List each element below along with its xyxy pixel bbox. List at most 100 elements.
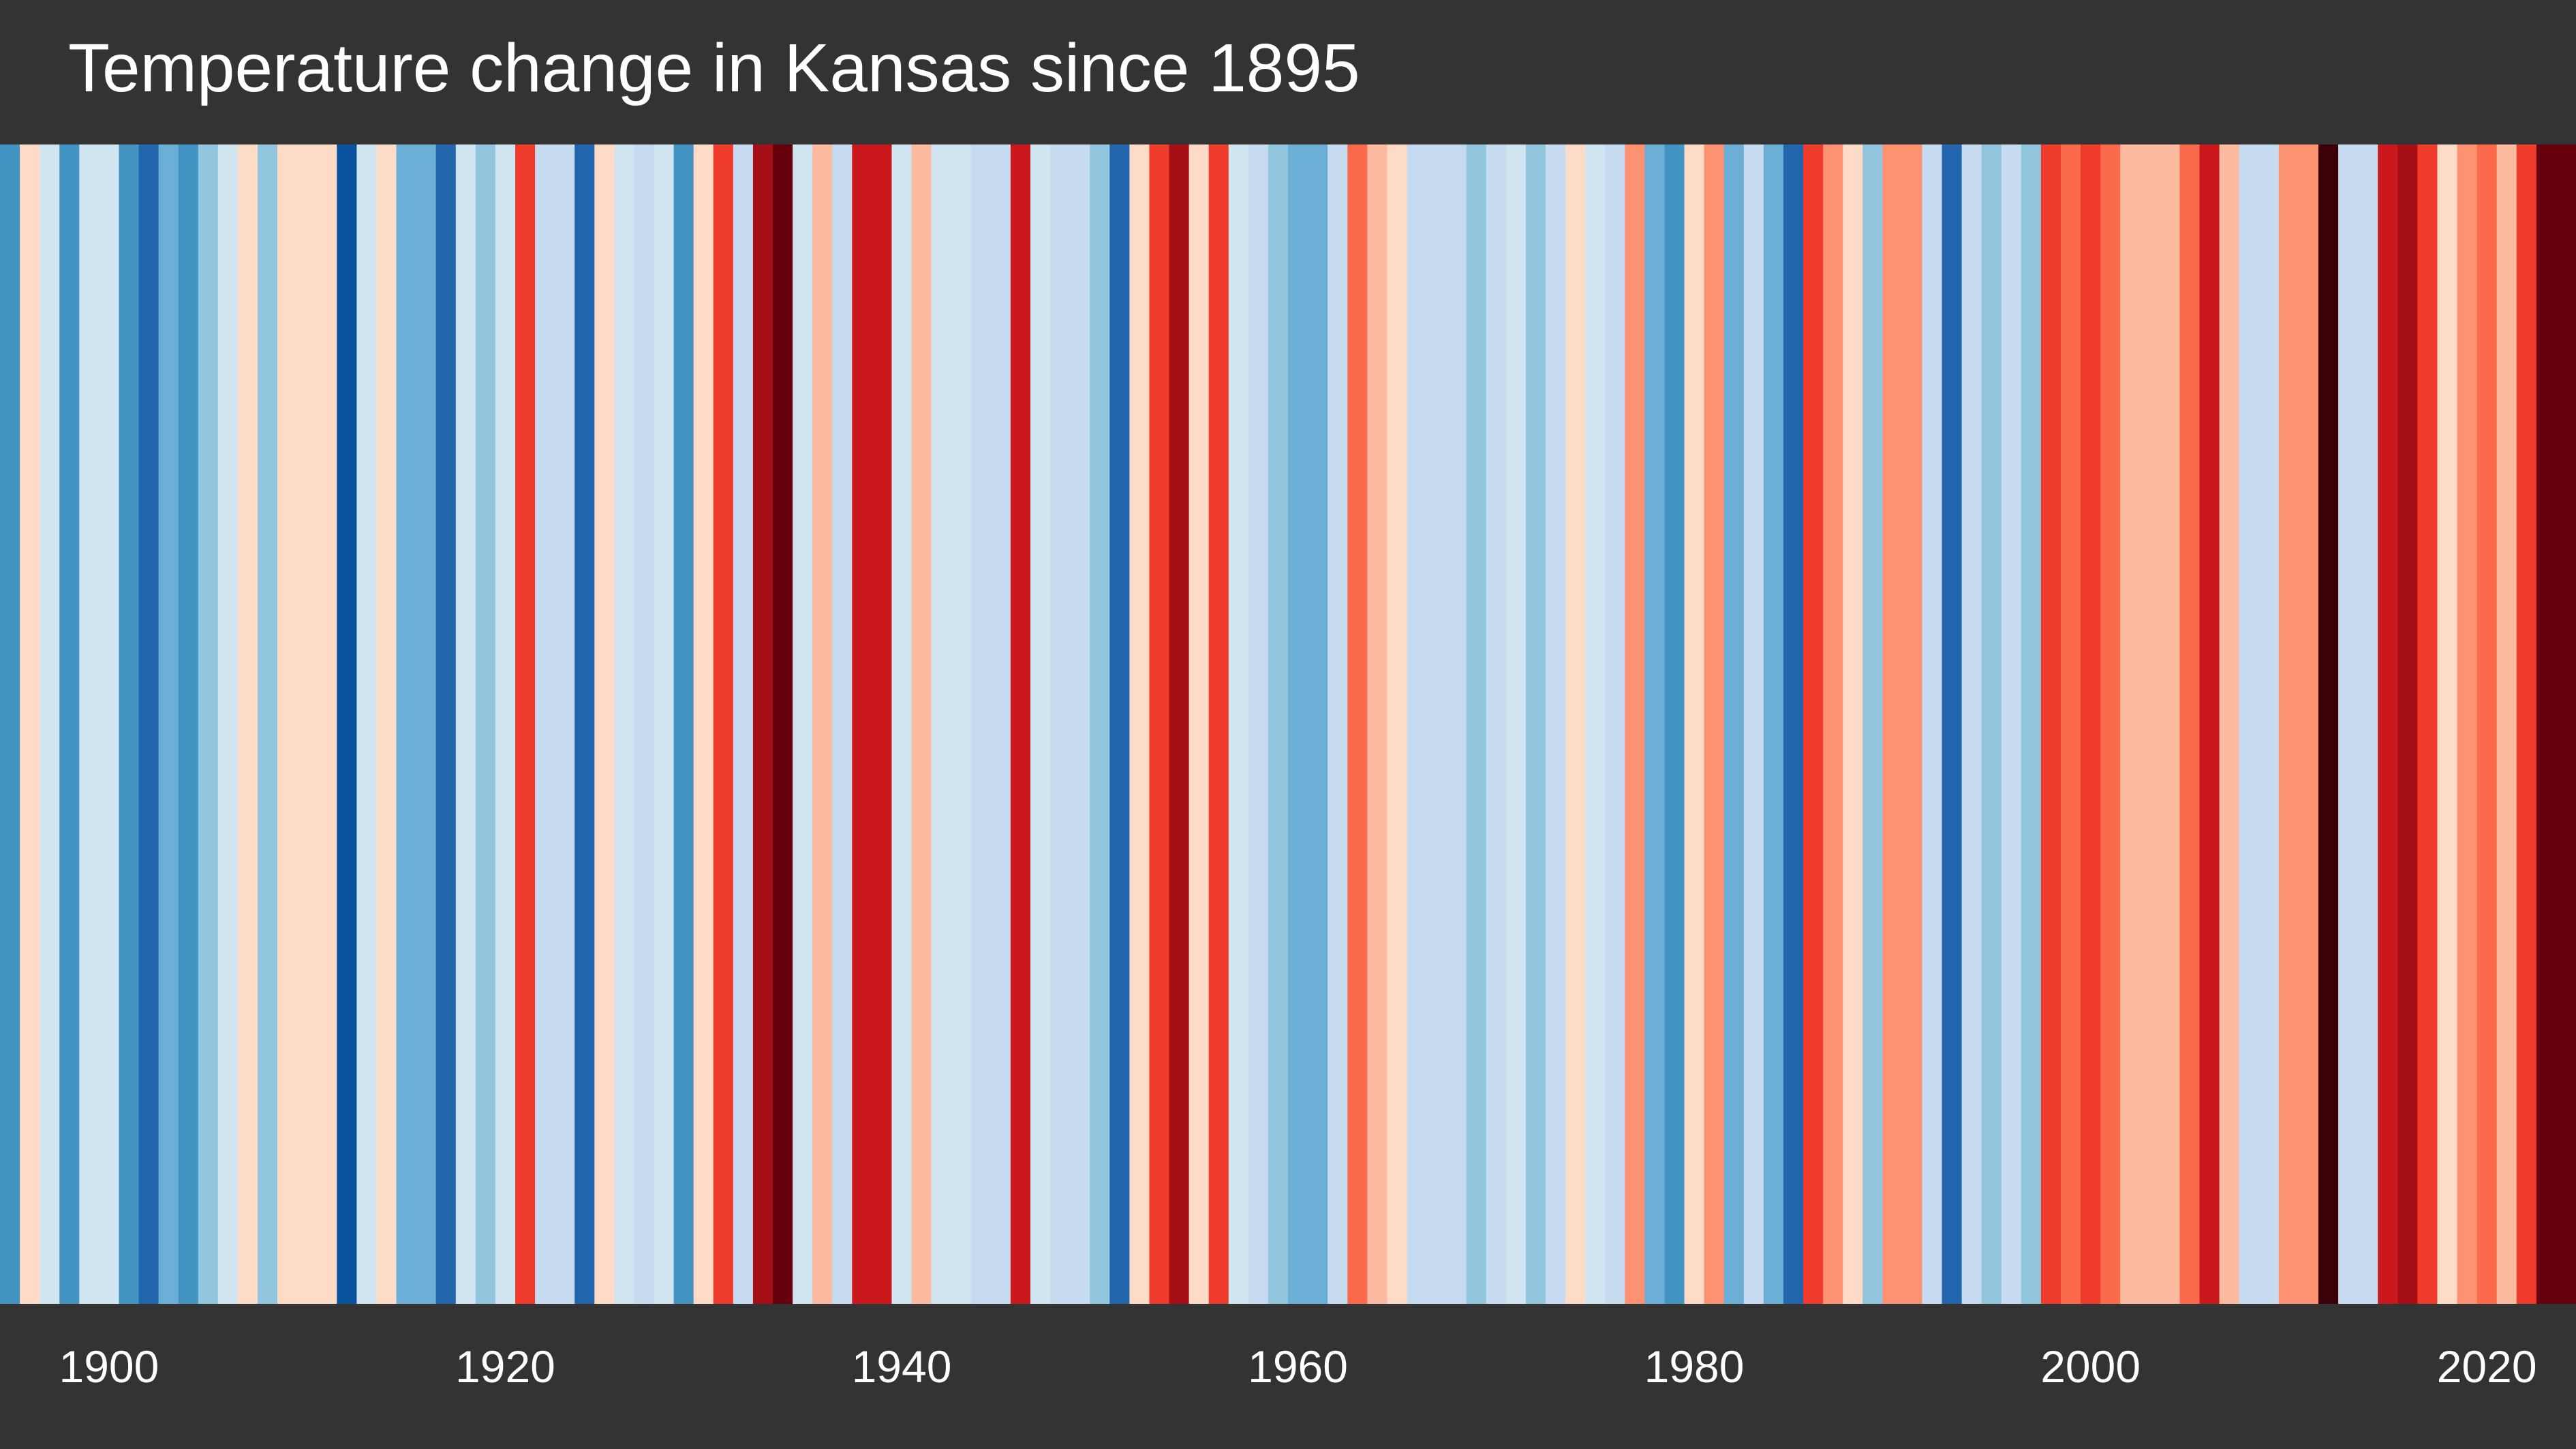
stripe-1971 [1505, 144, 1527, 1304]
stripe-2000 [2081, 144, 2101, 1304]
stripe-1902 [138, 144, 159, 1304]
stripe-1961 [1308, 144, 1328, 1304]
stripe-1993 [1942, 144, 1963, 1304]
stripe-1998 [2040, 144, 2061, 1304]
stripe-2010 [2278, 144, 2299, 1304]
stripe-1899 [79, 144, 99, 1304]
stripe-2012 [2318, 144, 2339, 1304]
stripe-1928 [654, 144, 675, 1304]
stripe-1926 [614, 144, 635, 1304]
stripe-1978 [1644, 144, 1666, 1304]
stripe-1956 [1208, 144, 1229, 1304]
stripe-1941 [911, 144, 932, 1304]
stripe-1990 [1882, 144, 1903, 1304]
stripe-1931 [713, 144, 734, 1304]
x-tick-label-1900: 1900 [59, 1341, 159, 1392]
stripe-1996 [2001, 144, 2022, 1304]
stripe-2011 [2298, 144, 2319, 1304]
stripe-1949 [1070, 144, 1090, 1304]
stripe-1979 [1664, 144, 1685, 1304]
stripe-1957 [1228, 144, 1249, 1304]
chart-header: Temperature change in Kansas since 1895 [0, 0, 2576, 144]
stripe-2023 [2536, 144, 2557, 1304]
stripe-1924 [574, 144, 595, 1304]
stripe-1946 [1010, 144, 1031, 1304]
stripe-1913 [356, 144, 378, 1304]
stripe-1936 [812, 144, 833, 1304]
stripe-2003 [2140, 144, 2160, 1304]
stripe-1930 [693, 144, 714, 1304]
stripe-2019 [2457, 144, 2478, 1304]
stripe-1950 [1090, 144, 1110, 1304]
stripe-2022 [2516, 144, 2537, 1304]
stripe-2007 [2219, 144, 2240, 1304]
stripe-2024 [2556, 144, 2576, 1304]
stripe-1992 [1922, 144, 1943, 1304]
stripe-1940 [891, 144, 913, 1304]
stripe-1937 [832, 144, 853, 1304]
stripe-1901 [119, 144, 140, 1304]
stripe-1980 [1684, 144, 1705, 1304]
stripe-1938 [852, 144, 872, 1304]
stripe-2009 [2258, 144, 2280, 1304]
stripe-1896 [20, 144, 40, 1304]
stripe-1968 [1446, 144, 1467, 1304]
stripe-1973 [1546, 144, 1566, 1304]
stripe-1987 [1823, 144, 1843, 1304]
stripe-1922 [535, 144, 555, 1304]
stripe-1986 [1803, 144, 1824, 1304]
stripe-2020 [2477, 144, 2498, 1304]
stripe-1966 [1407, 144, 1428, 1304]
stripe-1927 [634, 144, 655, 1304]
stripe-1935 [793, 144, 813, 1304]
stripe-1977 [1625, 144, 1645, 1304]
stripe-1975 [1585, 144, 1606, 1304]
stripe-1952 [1129, 144, 1150, 1304]
x-tick-label-1940: 1940 [851, 1341, 952, 1392]
stripe-1954 [1169, 144, 1190, 1304]
stripe-1942 [931, 144, 952, 1304]
stripe-1932 [733, 144, 754, 1304]
stripe-1912 [337, 144, 357, 1304]
stripe-1964 [1367, 144, 1387, 1304]
stripe-2016 [2397, 144, 2418, 1304]
stripe-2006 [2199, 144, 2220, 1304]
stripe-1943 [951, 144, 972, 1304]
stripe-1982 [1723, 144, 1745, 1304]
stripe-1984 [1763, 144, 1784, 1304]
stripe-1919 [475, 144, 496, 1304]
stripe-1905 [198, 144, 219, 1304]
stripe-1944 [970, 144, 992, 1304]
stripe-2015 [2378, 144, 2398, 1304]
stripe-2004 [2160, 144, 2181, 1304]
stripe-1898 [59, 144, 80, 1304]
stripe-1916 [416, 144, 437, 1304]
stripe-2008 [2239, 144, 2260, 1304]
stripe-1923 [555, 144, 575, 1304]
warming-stripes-chart [0, 144, 2576, 1304]
x-tick-label-2020: 2020 [2436, 1341, 2537, 1392]
stripe-1967 [1426, 144, 1447, 1304]
chart-title: Temperature change in Kansas since 1895 [68, 30, 1360, 106]
stripe-1981 [1704, 144, 1725, 1304]
stripe-2005 [2179, 144, 2201, 1304]
stripe-2001 [2100, 144, 2121, 1304]
stripe-1918 [455, 144, 476, 1304]
stripe-1951 [1109, 144, 1130, 1304]
stripe-1911 [317, 144, 337, 1304]
stripe-1929 [673, 144, 694, 1304]
stripe-1921 [515, 144, 536, 1304]
stripe-1983 [1743, 144, 1764, 1304]
stripe-2014 [2358, 144, 2378, 1304]
x-tick-label-1980: 1980 [1644, 1341, 1745, 1392]
stripe-2018 [2437, 144, 2458, 1304]
stripe-1920 [495, 144, 516, 1304]
stripe-1969 [1466, 144, 1487, 1304]
x-tick-label-2000: 2000 [2040, 1341, 2141, 1392]
stripe-1995 [1981, 144, 2002, 1304]
stripe-1991 [1902, 144, 1923, 1304]
stripe-2002 [2120, 144, 2141, 1304]
stripe-1988 [1843, 144, 1863, 1304]
stripe-1906 [217, 144, 239, 1304]
stripe-1959 [1268, 144, 1289, 1304]
